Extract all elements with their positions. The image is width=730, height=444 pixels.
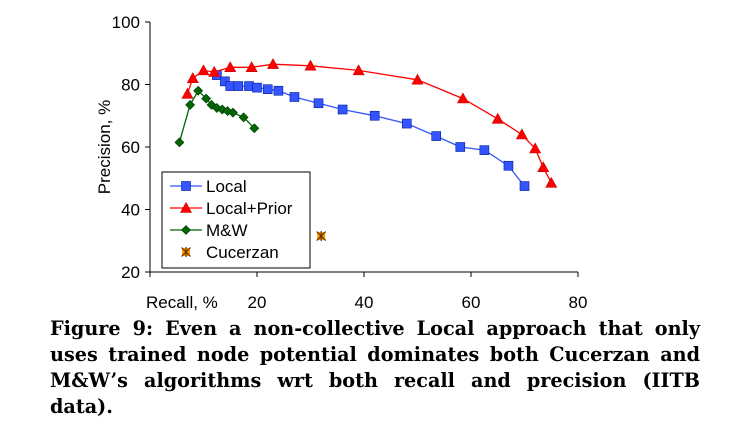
y-tick-label: 60 [121, 138, 140, 157]
data-point-local-prior [224, 61, 237, 73]
legend-marker-local [181, 181, 191, 191]
data-point-local-prior [197, 64, 210, 76]
data-point-local [337, 104, 348, 115]
y-tick-label: 100 [112, 13, 140, 32]
legend-item-cucerzan: Cucerzan [181, 243, 279, 262]
data-point-local-prior [491, 112, 504, 124]
data-point-local [252, 82, 262, 93]
data-point-local [479, 145, 490, 155]
x-tick-label: 80 [569, 293, 588, 312]
legend-marker-local-prior [179, 201, 193, 213]
data-point-local-prior [545, 176, 558, 188]
axes: 20 40 60 80 100 20 40 60 80 Recall, % Precision, % [95, 13, 587, 312]
data-point-local-prior [537, 161, 550, 173]
data-point-local-prior [456, 92, 469, 104]
data-point-cucerzan [316, 231, 327, 242]
data-point-local [225, 81, 236, 91]
data-point-local [244, 81, 254, 91]
legend-label-local-prior: Local+Prior [206, 199, 293, 218]
series-local-prior [181, 58, 558, 188]
data-point-local-prior [245, 61, 258, 73]
data-point-m-w [174, 137, 185, 148]
y-tick-label: 40 [121, 201, 140, 220]
data-point-m-w [201, 93, 212, 104]
legend-label-cucerzan: Cucerzan [206, 243, 279, 262]
data-point-m-w [228, 107, 238, 118]
data-point-local [401, 118, 412, 129]
legend-label-m-w: M&W [206, 221, 248, 240]
x-axis-label: Recall, % [146, 293, 218, 312]
data-point-local [519, 181, 530, 191]
data-point-local-prior [267, 58, 280, 69]
data-point-local [455, 142, 466, 152]
data-point-local-prior [208, 65, 221, 77]
data-point-local-prior [181, 87, 194, 99]
legend-item-local-prior: Local+Prior [170, 199, 293, 218]
data-point-local [233, 81, 244, 91]
legend: Local Local+Prior M&W Cucerzan [161, 171, 311, 269]
data-point-m-w [193, 85, 204, 96]
series-layer [174, 58, 558, 242]
series-local [212, 70, 530, 191]
data-point-m-w [185, 99, 196, 110]
data-point-m-w [238, 112, 249, 123]
x-tick-label: 20 [248, 293, 267, 312]
data-point-local-prior [411, 73, 424, 85]
legend-marker-m-w [181, 225, 191, 235]
data-point-local-prior [304, 59, 317, 71]
data-point-local [431, 131, 442, 141]
x-tick-label: 60 [462, 293, 481, 312]
legend-marker-cucerzan [181, 247, 191, 257]
data-point-local [262, 84, 273, 94]
y-tick-label: 20 [121, 263, 140, 282]
series-line-local-prior [186, 63, 552, 184]
chart: 20 40 60 80 100 20 40 60 80 Recall, % Precision, %… [95, 13, 587, 312]
data-point-local-prior [515, 128, 528, 140]
data-point-local-prior [186, 72, 199, 83]
data-point-m-w [249, 123, 260, 134]
data-point-local [369, 110, 380, 121]
data-point-local [289, 92, 300, 102]
series-cucerzan [316, 231, 327, 242]
legend-label-local: Local [206, 177, 247, 196]
legend-item-m-w: M&W [170, 221, 248, 240]
data-point-local-prior [529, 142, 542, 154]
legend-item-local: Local [170, 177, 247, 196]
data-point-local [313, 98, 324, 109]
x-tick-label: 40 [355, 293, 374, 312]
y-axis-label: Precision, % [95, 100, 114, 194]
data-point-local-prior [352, 64, 365, 76]
data-point-local [503, 160, 514, 171]
series-m-w [174, 85, 260, 148]
data-point-local [273, 85, 284, 96]
y-tick-label: 80 [121, 76, 140, 95]
figure-caption: Figure 9: Even a non-collective Local ap… [50, 317, 700, 418]
